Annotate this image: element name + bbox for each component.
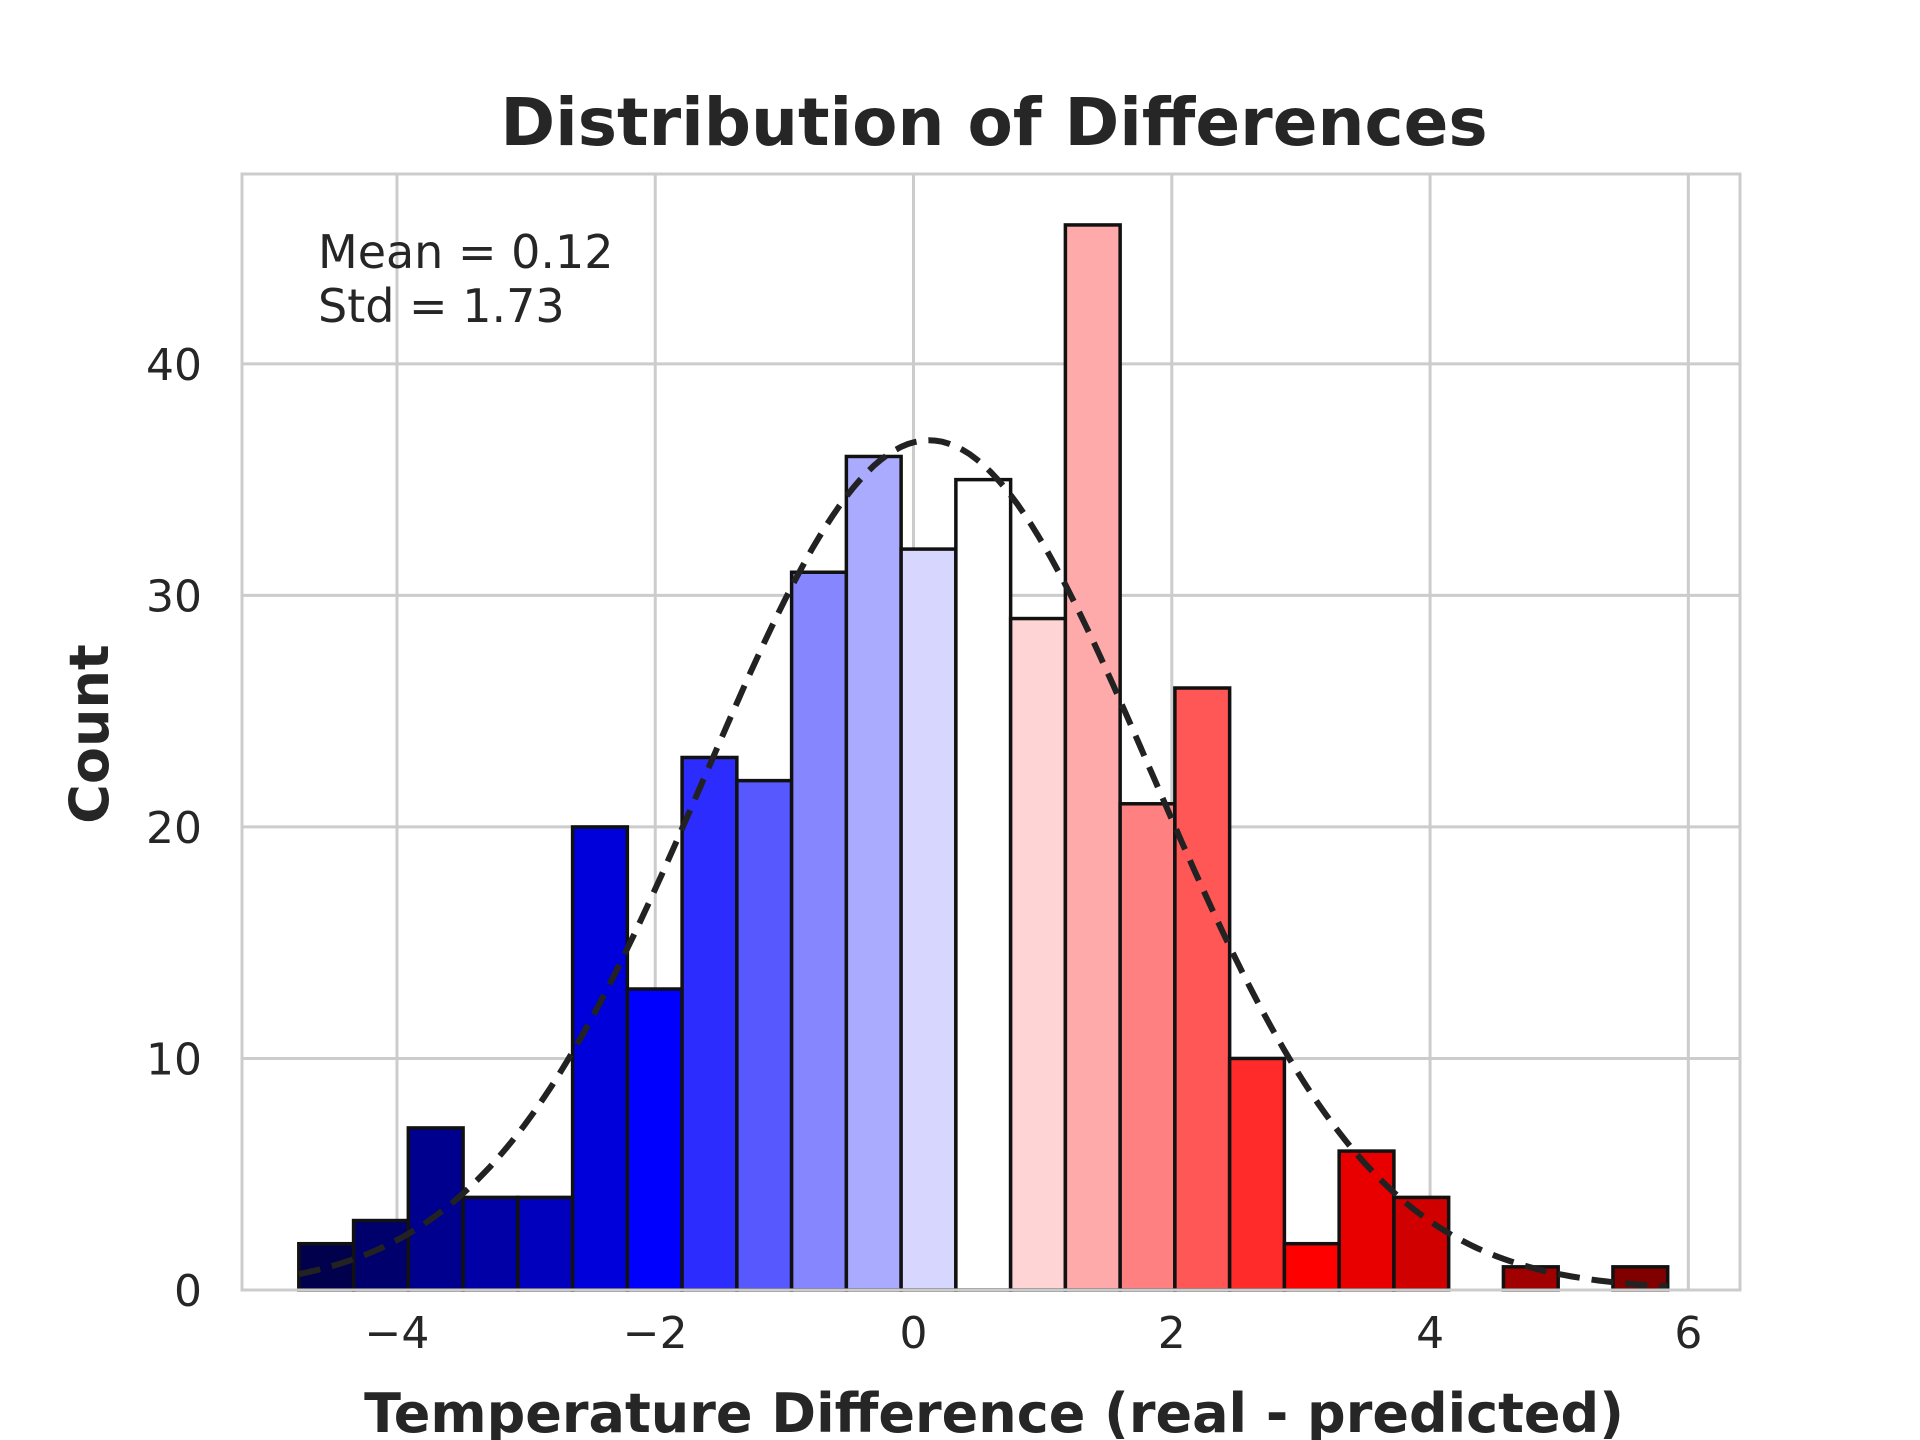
histogram-bar (844, 454, 903, 1292)
x-tick-label: 0 (900, 1308, 928, 1359)
histogram-bar (1008, 616, 1068, 1292)
x-tick-label: −2 (623, 1308, 688, 1359)
y-tick-label: 30 (146, 571, 202, 622)
histogram-bar (297, 1241, 356, 1292)
histogram-bar (899, 547, 958, 1292)
y-tick-label: 20 (146, 803, 202, 854)
histogram-bar (351, 1218, 411, 1292)
histogram-bar (516, 1195, 575, 1292)
x-tick-label: 6 (1674, 1308, 1702, 1359)
histogram-bar (1282, 1241, 1341, 1292)
histogram-bar (406, 1126, 465, 1292)
histogram-bar (954, 477, 1013, 1292)
x-tick-label: −4 (365, 1308, 430, 1359)
histogram-bar (1063, 223, 1122, 1292)
histogram-bar (735, 778, 794, 1292)
histogram-bar (1337, 1149, 1396, 1292)
mean-annotation: Mean = 0.12 (318, 225, 614, 279)
std-annotation: Std = 1.73 (318, 279, 565, 333)
y-tick-label: 0 (174, 1266, 202, 1317)
histogram-bars (297, 223, 1670, 1292)
histogram-bar (789, 570, 849, 1292)
histogram-bar (680, 755, 739, 1292)
x-tick-labels: −4 −2 0 2 4 6 (365, 1308, 1703, 1359)
normal-fit-curve (298, 437, 1668, 1290)
y-tick-label: 10 (146, 1034, 202, 1085)
histogram-bar (461, 1195, 520, 1292)
y-tick-labels: 0 10 20 30 40 (146, 340, 202, 1317)
histogram-bar (625, 987, 684, 1292)
plot-frame (240, 172, 1742, 1292)
histogram-bar (1118, 802, 1177, 1292)
y-axis-label: Count (58, 644, 121, 823)
chart-title: Distribution of Differences (500, 84, 1487, 161)
histogram-bar (570, 825, 630, 1292)
x-axis-label: Temperature Difference (real - predicted… (364, 1382, 1624, 1440)
histogram-bar (1173, 686, 1232, 1292)
histogram-bar (1227, 1056, 1287, 1292)
x-tick-label: 2 (1158, 1308, 1186, 1359)
x-tick-label: 4 (1416, 1308, 1444, 1359)
y-tick-label: 40 (146, 340, 202, 391)
